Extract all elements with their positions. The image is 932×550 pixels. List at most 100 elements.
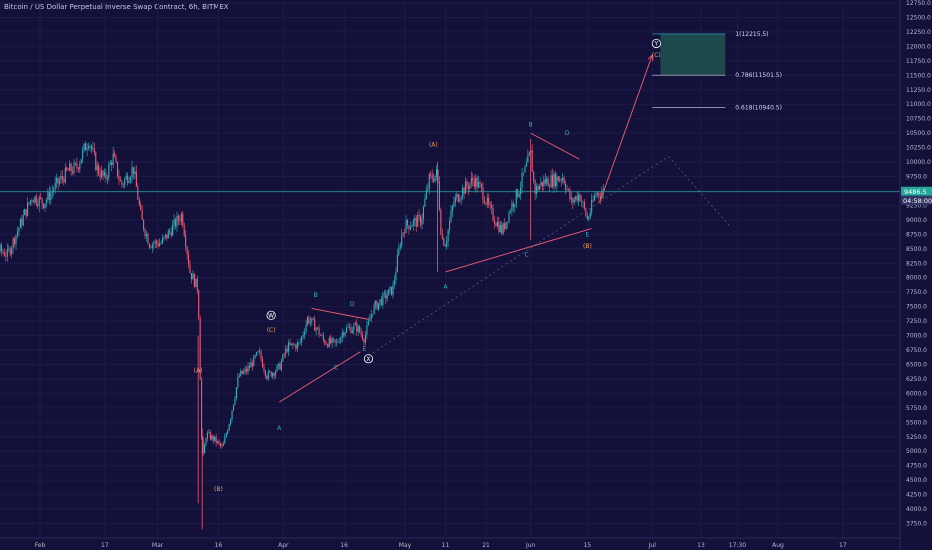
time-tick-label: Mar (152, 542, 164, 549)
time-tick-label: Jun (525, 542, 536, 549)
candle-body (431, 174, 433, 180)
candle-body (219, 443, 222, 446)
candle-body (221, 445, 223, 447)
candle-body (547, 178, 549, 187)
current-price-value: 9486.5 (904, 188, 927, 196)
candle-body (211, 435, 213, 440)
candle-body (404, 232, 406, 234)
candle-body (553, 173, 555, 187)
candle-body (60, 176, 62, 181)
candle-body (551, 175, 554, 187)
candle-body (304, 332, 306, 335)
candle-body (541, 181, 543, 187)
candle-body (456, 194, 458, 198)
candle-body (412, 220, 414, 226)
candle-body (380, 299, 382, 306)
candle-body (29, 200, 32, 204)
candle-body (559, 179, 561, 181)
candle-body (424, 198, 426, 207)
candle-body (21, 219, 23, 226)
candle-body (169, 230, 171, 232)
candle-body (148, 243, 150, 248)
candle-body (337, 341, 339, 343)
wave-label: D (565, 130, 570, 137)
candle-body (428, 173, 430, 189)
candle-body (565, 183, 567, 190)
candle-body (151, 244, 153, 248)
price-tick-label: 8250.0 (906, 260, 927, 267)
candle-body (298, 342, 300, 344)
candle-body (161, 238, 164, 244)
candle-body (5, 256, 7, 257)
price-tick-label: 6000.0 (906, 390, 927, 397)
candle-body (515, 189, 517, 205)
candle-body (415, 218, 417, 227)
candle-body (9, 248, 11, 255)
candle-body (485, 203, 487, 205)
candle-body (121, 181, 123, 185)
candle-body (363, 339, 365, 343)
candle-body (193, 273, 195, 287)
candle-body (414, 218, 416, 221)
candle-body (2, 251, 4, 253)
candle-body (99, 173, 101, 178)
wave-label: C (334, 364, 338, 371)
candle-body (217, 441, 219, 443)
wave-label: (B) (583, 243, 592, 250)
candle-body (231, 410, 233, 420)
candle-body (240, 370, 242, 376)
candle-body (87, 146, 90, 149)
price-tick-label: 11250.0 (906, 87, 931, 94)
candle-body (502, 223, 504, 234)
wave-label: A (443, 283, 448, 290)
candle-body (472, 178, 474, 181)
candle-body (90, 145, 92, 149)
candle-body (401, 234, 403, 246)
time-tick-label: Jul (648, 542, 657, 549)
candle-body (435, 169, 438, 176)
candle-body (166, 234, 168, 239)
candle-body (454, 197, 456, 203)
candle-body (74, 162, 77, 164)
fib-level-label: 1(12215.5) (735, 31, 768, 38)
candle-body (514, 204, 516, 208)
price-tick-label: 3750.0 (906, 521, 927, 528)
candle-body (362, 334, 364, 340)
candle-body (279, 363, 281, 370)
candle-body (373, 304, 375, 314)
candle-body (143, 219, 145, 230)
candle-body (16, 231, 19, 236)
candle-body (340, 337, 342, 343)
candle-body (45, 199, 48, 204)
candle-body (462, 187, 464, 198)
candle-body (299, 341, 301, 343)
candle-body (344, 332, 346, 336)
price-tick-label: 5250.0 (906, 434, 927, 441)
candle-body (201, 379, 203, 438)
candle-body (309, 321, 311, 324)
candle-body (563, 177, 565, 184)
candle-body (137, 186, 139, 200)
wave-label: (A) (429, 142, 438, 149)
price-axis[interactable]: 12750.0 12500.0 12250.0 12000.0 11750.0 11500… (899, 0, 931, 550)
candle-body (67, 170, 69, 171)
wave-label: B (529, 121, 533, 128)
time-axis[interactable]: Feb 17 Mar 16 Apr 16 May 11 21 Jun 15 Jul 13 17:30 Aug… (0, 537, 900, 549)
candle-body (164, 234, 166, 237)
candle-body (251, 362, 253, 367)
candle-body (557, 176, 559, 181)
candle-body (206, 432, 208, 439)
candle-body (214, 436, 216, 441)
candle-body (285, 348, 287, 355)
candle-body (305, 324, 307, 333)
wave-label: D (350, 301, 355, 308)
candle-body (346, 327, 348, 333)
candle-body (318, 327, 320, 335)
candle-body (406, 220, 409, 226)
candle-body (382, 293, 384, 306)
candle-body (293, 344, 295, 346)
candle-body (54, 182, 56, 190)
candle-body (31, 200, 33, 201)
candle-body (80, 158, 82, 164)
